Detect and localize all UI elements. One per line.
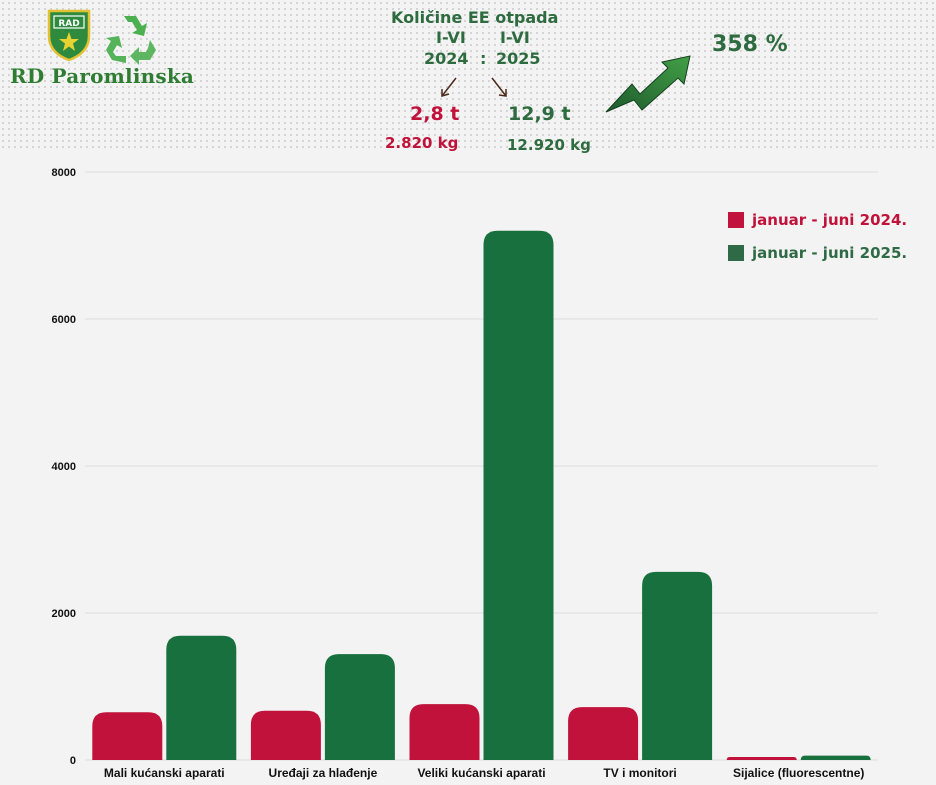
y-tick-label-1: 2000	[52, 608, 76, 620]
total-2025-kg: 12.920 kg	[507, 136, 591, 154]
club-shield-logo: RAD	[47, 9, 91, 62]
legend-item-2025: januar - juni 2025.	[728, 244, 907, 262]
bar-2024-0	[92, 712, 163, 760]
y-tick-label-2: 4000	[52, 461, 76, 473]
x-tick-label-1: Uređaji za hlađenje	[269, 766, 378, 780]
period-label-2024: I-VI	[436, 28, 466, 47]
legend-swatch-2025	[728, 245, 744, 261]
bar-2025-2	[483, 230, 554, 761]
arrow-right-icon	[491, 77, 507, 97]
brand-name: RD Paromlinska	[10, 64, 195, 88]
bar-2024-3	[568, 707, 639, 760]
x-tick-label-2: Veliki kućanski aparati	[417, 766, 545, 780]
bar-2025-0	[166, 635, 237, 760]
year-label-2025: 2025	[496, 49, 541, 68]
period-label-2025: I-VI	[500, 28, 530, 47]
legend-item-2024: januar - juni 2024.	[728, 211, 907, 229]
arrow-left-icon	[441, 77, 457, 97]
x-tick-label-0: Mali kućanski aparati	[104, 766, 225, 780]
bar-2024-1	[250, 710, 321, 760]
bar-2025-3	[642, 571, 713, 760]
trend-up-arrow-icon	[605, 55, 691, 113]
bar-2024-2	[409, 704, 480, 760]
bar-2024-4	[726, 757, 797, 760]
pointer-arrows	[441, 77, 507, 97]
increase-percentage: 358 %	[712, 32, 788, 57]
bar-2025-4	[800, 755, 871, 760]
y-tick-label-3: 6000	[52, 314, 76, 326]
y-tick-label-0: 0	[70, 755, 76, 767]
shield-text: RAD	[58, 19, 79, 29]
bar-2025-1	[324, 654, 395, 760]
y-tick-label-4: 8000	[52, 167, 76, 179]
legend-label-2024: januar - juni 2024.	[752, 211, 908, 229]
plot-background	[0, 150, 936, 785]
infographic-title: Količine EE otpada	[391, 8, 559, 27]
x-tick-label-3: TV i monitori	[603, 766, 676, 780]
legend-label-2025: januar - juni 2025.	[752, 244, 908, 262]
year-separator: :	[480, 49, 487, 68]
x-tick-label-4: Sijalice (fluorescentne)	[733, 766, 864, 780]
total-2025-tons: 12,9 t	[508, 103, 571, 125]
legend-swatch-2024	[728, 212, 744, 228]
total-2024-kg: 2.820 kg	[385, 134, 459, 152]
year-label-2024: 2024	[424, 49, 469, 68]
total-2024-tons: 2,8 t	[410, 103, 460, 125]
recycle-icon	[106, 16, 156, 65]
